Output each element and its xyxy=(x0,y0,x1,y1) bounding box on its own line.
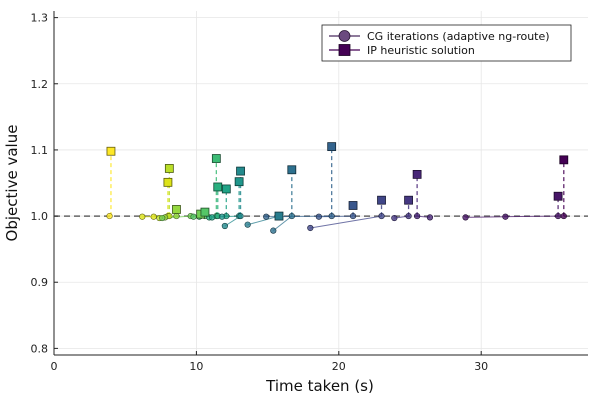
ip-solution-points xyxy=(106,142,569,221)
cg-iteration-point xyxy=(462,214,469,221)
cg-iteration-point xyxy=(349,212,357,220)
legend-marker-cg xyxy=(338,30,351,42)
axis-ticks: 0 10 20 30 0.8 0.9 1.0 1.1 1.2 1.3 xyxy=(31,12,489,373)
ip-solution-point xyxy=(211,154,221,163)
legend-box xyxy=(321,24,572,62)
cg-iteration-path xyxy=(247,215,280,226)
cg-iteration-point xyxy=(414,212,421,220)
ip-solution-point xyxy=(404,195,413,205)
cg-iteration-point xyxy=(502,213,509,220)
ip-solution-point xyxy=(236,166,245,176)
cg-iteration-point xyxy=(221,222,228,230)
cg-iteration-point xyxy=(190,213,197,220)
ip-solution-point xyxy=(274,211,284,221)
ip-solution-point xyxy=(164,164,174,173)
x-tick-label: 10 xyxy=(189,360,203,373)
ip-solution-point xyxy=(200,207,210,217)
cg-iteration-point xyxy=(391,214,398,222)
cg-iteration-point xyxy=(560,212,567,220)
cg-iteration-path xyxy=(272,215,293,231)
cg-iteration-point xyxy=(208,214,216,221)
legend: CG iterations (adaptive ng-route) IP heu… xyxy=(321,24,572,62)
ip-solution-point xyxy=(348,201,358,210)
cg-iteration-point xyxy=(173,212,180,220)
y-axis-label: Objective value xyxy=(3,125,21,242)
cg-iteration-point xyxy=(307,224,314,232)
ip-solution-point xyxy=(377,195,386,205)
y-tick-label: 1.2 xyxy=(31,78,49,91)
legend-marker-ip xyxy=(338,44,351,56)
cg-iteration-point xyxy=(554,212,562,220)
y-tick-label: 0.8 xyxy=(31,342,49,355)
ip-solution-point xyxy=(412,169,422,179)
cg-iteration-point xyxy=(315,213,322,220)
cg-iteration-point xyxy=(378,212,385,220)
cg-iteration-point xyxy=(426,214,434,221)
ip-solution-point xyxy=(327,142,337,152)
y-tick-label: 1.1 xyxy=(31,144,49,157)
x-tick-label: 30 xyxy=(474,360,488,373)
ip-solution-point xyxy=(213,182,223,192)
cg-iteration-point xyxy=(218,213,226,220)
cg-iteration-point xyxy=(139,213,146,220)
ip-solution-point xyxy=(559,155,569,165)
cg-iteration-point xyxy=(159,214,166,222)
x-tick-label: 0 xyxy=(51,360,58,373)
cg-iteration-point xyxy=(237,212,244,220)
x-axis-label: Time taken (s) xyxy=(265,377,374,395)
cg-iteration-path xyxy=(318,215,354,218)
ip-solution-point xyxy=(221,184,231,194)
legend-entry-ip: IP heuristic solution xyxy=(367,44,475,57)
y-tick-label: 1.0 xyxy=(31,210,49,223)
ip-solution-point xyxy=(163,177,173,187)
ip-solution-point xyxy=(172,205,181,214)
cg-iteration-point xyxy=(405,212,412,220)
ip-solution-point xyxy=(106,146,116,156)
y-tick-label: 1.3 xyxy=(31,12,49,25)
ip-solution-point xyxy=(553,191,563,201)
plot-frame xyxy=(53,11,588,356)
cg-iteration-path xyxy=(310,215,382,229)
cg-iteration-point xyxy=(150,213,157,220)
cg-iteration-point xyxy=(288,212,295,220)
cg-iteration-point xyxy=(263,213,270,220)
ip-solution-point xyxy=(287,165,297,175)
x-tick-label: 20 xyxy=(332,360,346,373)
cg-iteration-point xyxy=(328,212,335,220)
y-tick-label: 0.9 xyxy=(31,276,49,289)
cg-iteration-point xyxy=(270,227,277,234)
legend-entry-cg: CG iterations (adaptive ng-route) xyxy=(367,30,550,43)
cg-iteration-point xyxy=(106,212,113,220)
cg-iteration-point xyxy=(244,221,251,228)
ip-solution-point xyxy=(234,177,244,187)
